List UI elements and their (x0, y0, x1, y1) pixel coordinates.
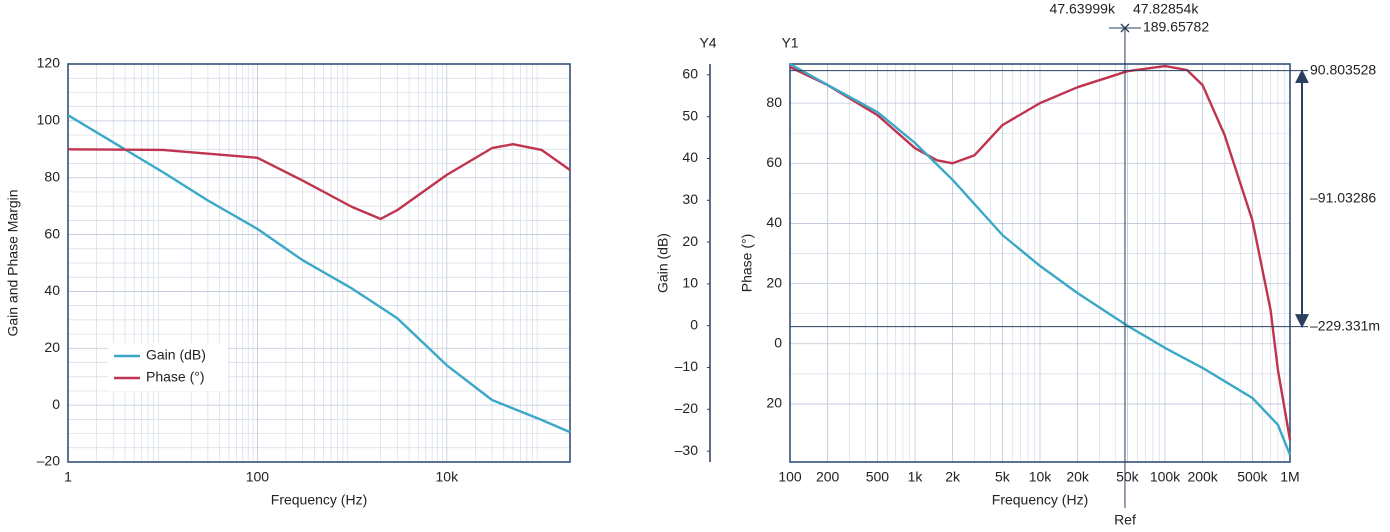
y2-axis-title: Gain (dB) (655, 233, 671, 293)
y-tick-label: 0 (774, 334, 782, 350)
cursor-label: –229.331m (1310, 317, 1380, 333)
cursor-label: Ref (1114, 512, 1136, 528)
plot-frame (789, 63, 1291, 463)
y-tick-label: 40 (44, 282, 60, 298)
series-line (789, 64, 1292, 441)
y-tick-label: 20 (44, 339, 60, 355)
legend-label: Gain (dB) (146, 347, 206, 363)
y-axis-title: Gain and Phase Margin (5, 189, 21, 336)
cursor-label: –91.03286 (1310, 189, 1376, 205)
y2-tick-label: 40 (682, 149, 698, 165)
x-tick-label: 500k (1237, 469, 1268, 485)
plot-frame (67, 63, 571, 463)
x-axis-title: Frequency (Hz) (271, 492, 367, 508)
y2-tick-label: 20 (682, 233, 698, 249)
cursor-marker (1120, 23, 1130, 33)
x-tick-label: 2k (945, 469, 961, 485)
y2-tick-label: 0 (690, 316, 698, 332)
y2-tick-label: –10 (675, 358, 699, 374)
x-tick-label: 100k (1150, 469, 1181, 485)
x-tick-label: 10k (436, 469, 460, 485)
series-line (67, 143, 571, 221)
y-tick-label: 40 (766, 214, 782, 230)
y-tick-label: 80 (766, 94, 782, 110)
y-axis-title: Phase (°) (739, 234, 755, 293)
cursor-label: 47.82854k (1133, 1, 1199, 17)
x-tick-label: 50k (1116, 469, 1140, 485)
y-tick-label: 100 (37, 112, 61, 128)
x-tick-label: 20k (1066, 469, 1090, 485)
y2-tick-label: 60 (682, 66, 698, 82)
cursor-label: 189.65782 (1143, 19, 1209, 35)
x-tick-label: 200k (1187, 469, 1218, 485)
x-tick-label: 100 (246, 469, 270, 485)
cursor-label: 47.63999k (1050, 1, 1116, 17)
y-tick-label: –20 (37, 453, 61, 469)
y-tick-label: 120 (37, 55, 61, 71)
legend-label: Phase (°) (146, 369, 205, 385)
x-tick-label: 200 (816, 469, 840, 485)
cursor-label: 90.803528 (1310, 61, 1376, 77)
series-line (67, 114, 571, 434)
y-tick-label: 80 (44, 168, 60, 184)
y2-tick-label: –20 (675, 400, 699, 416)
y-tick-label: 60 (44, 225, 60, 241)
x-tick-label: 1k (908, 469, 924, 485)
y2-tick-label: 10 (682, 275, 698, 291)
x-tick-label: 10k (1029, 469, 1053, 485)
y-tick-label: 20 (766, 395, 782, 411)
y2-tick-label: 30 (682, 191, 698, 207)
y2-axis-name: Y4 (699, 35, 716, 51)
x-tick-label: 1M (1280, 469, 1299, 485)
y-axis-name: Y1 (781, 35, 798, 51)
y-tick-label: 20 (766, 274, 782, 290)
x-tick-label: 5k (995, 469, 1011, 485)
y-tick-label: 0 (52, 396, 60, 412)
x-axis-title: Frequency (Hz) (992, 492, 1088, 508)
series-line (789, 62, 1292, 456)
x-tick-label: 100 (778, 469, 802, 485)
y2-tick-label: –30 (675, 442, 699, 458)
legend-box (108, 343, 228, 391)
y-tick-label: 60 (766, 154, 782, 170)
y2-tick-label: 50 (682, 107, 698, 123)
x-tick-label: 500 (866, 469, 890, 485)
x-tick-label: 1 (64, 469, 72, 485)
